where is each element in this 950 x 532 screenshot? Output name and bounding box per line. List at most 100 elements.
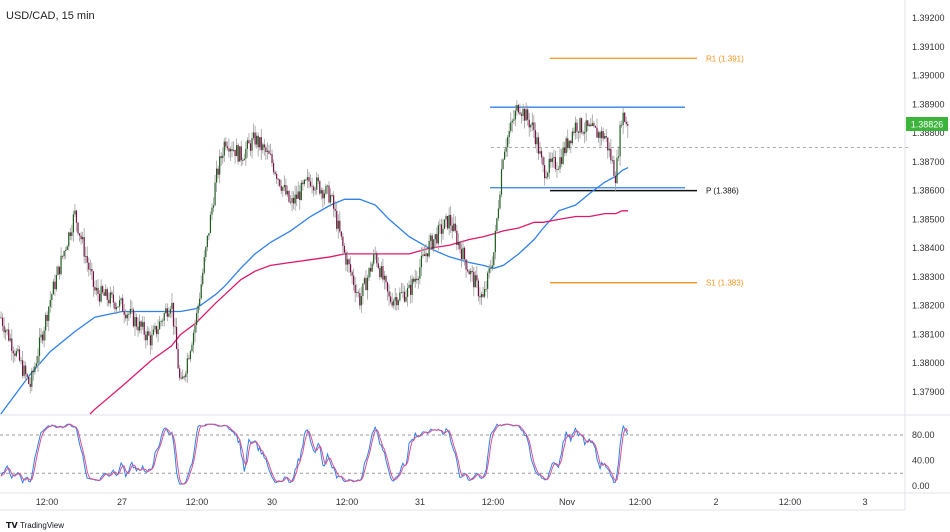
candle-body xyxy=(165,308,167,314)
candle xyxy=(527,105,529,126)
candle-body xyxy=(172,302,175,327)
candle xyxy=(450,206,452,234)
candle xyxy=(391,293,393,308)
candle-body xyxy=(174,326,176,328)
candle-body xyxy=(470,270,472,275)
candle xyxy=(271,149,273,167)
candle-body xyxy=(439,224,441,226)
candle-body xyxy=(460,249,463,260)
candle-body xyxy=(100,286,102,302)
candle-body xyxy=(431,235,433,249)
candle-body xyxy=(80,235,82,240)
candle xyxy=(608,142,610,158)
candle xyxy=(410,275,412,304)
candle xyxy=(152,325,155,336)
candle-body xyxy=(567,138,569,149)
candle-body xyxy=(34,366,36,373)
candle-body xyxy=(252,132,255,139)
time-axis[interactable]: 12:00 27 12:00 30 12:00 31 12:00 Nov 12:00 2 12:00… xyxy=(36,497,868,507)
candle-body xyxy=(320,190,322,194)
candle xyxy=(440,218,443,244)
candle xyxy=(265,144,267,161)
candle-body xyxy=(6,329,8,331)
candle-body xyxy=(524,108,526,121)
candle-body xyxy=(354,284,356,293)
candle-body xyxy=(349,264,352,273)
candle xyxy=(3,316,5,339)
candle-body xyxy=(336,210,338,229)
candle xyxy=(545,170,547,180)
price-tick: 1.38800 xyxy=(912,128,945,138)
candle xyxy=(299,185,301,210)
candle xyxy=(576,119,578,139)
tradingview-logo[interactable]: TV TradingView xyxy=(6,521,64,530)
candle xyxy=(488,264,490,279)
candle xyxy=(547,171,549,180)
candle xyxy=(134,311,136,337)
candle-body xyxy=(232,149,235,151)
price-tick: 1.38500 xyxy=(912,214,945,224)
candle-body xyxy=(217,168,219,175)
candle-body xyxy=(143,322,145,335)
candle xyxy=(588,122,590,127)
candle-body xyxy=(400,292,402,294)
candle xyxy=(31,367,33,392)
candle-body xyxy=(465,259,467,270)
candle xyxy=(337,214,339,239)
candle-body xyxy=(251,138,253,151)
candle-body xyxy=(373,254,375,264)
candle xyxy=(611,155,613,164)
stochastic-axis[interactable]: 80.00 40.00 0.00 xyxy=(912,430,935,491)
candle xyxy=(331,193,333,198)
candle xyxy=(49,291,51,313)
candle-body xyxy=(112,294,115,303)
candle-body xyxy=(353,275,355,285)
candle xyxy=(203,250,205,275)
candle xyxy=(493,252,495,267)
candle xyxy=(480,291,483,306)
candle xyxy=(54,274,56,297)
candle-body xyxy=(329,194,332,203)
candle-body xyxy=(296,194,298,199)
candle-body xyxy=(610,148,612,161)
candle xyxy=(25,361,27,382)
candle-body xyxy=(245,148,247,159)
candle xyxy=(513,109,515,125)
candle xyxy=(186,353,188,383)
candle-body xyxy=(268,150,270,154)
candle xyxy=(38,328,41,365)
candle xyxy=(185,370,187,383)
candle xyxy=(41,331,44,345)
candle xyxy=(20,356,22,365)
candle-body xyxy=(477,280,479,297)
candle-body xyxy=(289,201,292,203)
stochastic-tick: 0.00 xyxy=(912,481,930,491)
candle xyxy=(75,209,78,232)
candle xyxy=(105,283,107,297)
candle-body xyxy=(420,255,423,268)
candle xyxy=(282,186,284,197)
candles-layer xyxy=(0,100,629,394)
candle-body xyxy=(131,308,133,310)
candle xyxy=(6,328,8,336)
candle-body xyxy=(570,140,572,144)
candle xyxy=(259,137,261,151)
candle-body xyxy=(607,137,609,151)
candle xyxy=(83,228,85,264)
candle xyxy=(400,282,402,294)
candle xyxy=(280,179,282,195)
candle xyxy=(371,260,373,273)
candle-body xyxy=(216,168,218,183)
candle xyxy=(601,126,603,146)
candle xyxy=(365,270,367,291)
candle xyxy=(37,348,39,372)
candle-body xyxy=(499,194,501,209)
candle xyxy=(223,138,225,162)
price-axis[interactable]: 1.39200 1.39100 1.39000 1.38900 1.38800 1.387… xyxy=(912,13,945,397)
candle xyxy=(500,159,503,198)
candle-body xyxy=(584,131,586,134)
candle xyxy=(356,283,358,298)
candle-body xyxy=(326,185,329,187)
candle-body xyxy=(35,363,38,367)
